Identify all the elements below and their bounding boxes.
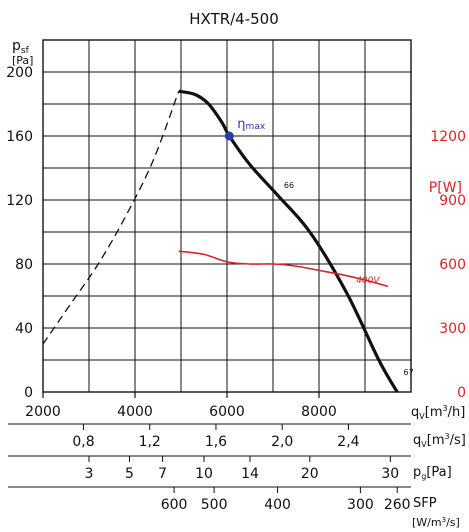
y-left-tick-label: 200	[6, 65, 33, 81]
y-left-label-sub: sf	[21, 46, 30, 56]
eta-max-point	[224, 131, 234, 141]
y-left-unit: [Pa]	[12, 54, 33, 67]
x-axis-label-end: /h]	[448, 405, 466, 420]
series-line-2	[178, 250, 389, 288]
scale-tick-label: 1,2	[139, 434, 161, 450]
scale-tick-label: 600	[161, 497, 188, 513]
y-left-label: psf	[12, 38, 30, 56]
y-left-tick-label: 80	[15, 257, 33, 273]
y-left-label-main: p	[12, 38, 21, 54]
voltage-label: 400V	[356, 276, 380, 286]
y-right-label: P[W]	[429, 180, 462, 196]
y-left-tick-label: 0	[24, 385, 33, 401]
y-left-tick-label: 120	[6, 193, 33, 209]
x-axis-label-main: q	[411, 405, 419, 420]
scale-tick-label: 0,8	[72, 434, 94, 450]
y-left-tick-label: 160	[6, 129, 33, 145]
series-line-1	[178, 89, 399, 393]
axes: 2000 4000 6000 8000040801201602000300600900…	[6, 65, 466, 420]
scale-tick-label: 14	[241, 466, 259, 482]
x-axis-label-rest: [m	[425, 405, 443, 420]
scale-tick-label: 300	[347, 497, 374, 513]
series-line-0	[42, 90, 180, 345]
x-tick-label: 6000	[209, 404, 245, 420]
scale-label: qV[m3/s]	[413, 432, 466, 449]
x-tick-label: 8000	[301, 404, 337, 420]
scale-label: SFP	[413, 496, 437, 511]
x-axis-label: qV[m3/h]	[411, 404, 465, 421]
eta-max-label: ηmax	[237, 117, 266, 132]
chart-title: HXTR/4-500	[189, 10, 279, 28]
x-tick-label: 2000	[25, 404, 61, 420]
y-right-tick-label: 1200	[430, 129, 466, 145]
y-right-tick-label: 900	[439, 193, 466, 209]
series	[42, 89, 399, 393]
annotations: ηmax 66 67 400V	[224, 117, 414, 377]
scale-tick-label: 10	[195, 466, 213, 482]
x-tick-label: 4000	[117, 404, 153, 420]
scale-tick-label: 2,0	[271, 434, 293, 450]
scale-tick-label: 7	[158, 466, 167, 482]
scale-tick-label: 2,4	[337, 434, 359, 450]
scale-label: pg[Pa]	[413, 465, 452, 481]
scale-tick-label: 400	[264, 497, 291, 513]
y-right-tick-label: 0	[457, 385, 466, 401]
scale-tick-label: 260	[384, 497, 411, 513]
y-right-tick-label: 600	[439, 257, 466, 273]
scale-tick-label: 500	[201, 497, 228, 513]
grid	[42, 39, 412, 393]
x-axis-label-sup: 3	[443, 404, 448, 413]
curve-number-label: 67	[404, 368, 414, 377]
scale-tick-label: 5	[125, 466, 134, 482]
scale-tick-label: 30	[381, 466, 399, 482]
scale-tick-label: 20	[301, 466, 319, 482]
sfp-unit-label: [W/m3/s]	[412, 516, 460, 529]
x-axis-label-sub: V	[419, 412, 425, 421]
y-right-tick-label: 300	[439, 321, 466, 337]
curve-number-label: 66	[284, 181, 294, 190]
scale-tick-label: 3	[85, 466, 94, 482]
scale-tick-label: 1,6	[205, 434, 227, 450]
extra-scales: 0,8 1,2 1,6 2,0 2,4 qV[m3/s] 3 5 7 10 14 20 30 pg[Pa]…	[8, 423, 466, 529]
y-left-tick-label: 40	[15, 321, 33, 337]
